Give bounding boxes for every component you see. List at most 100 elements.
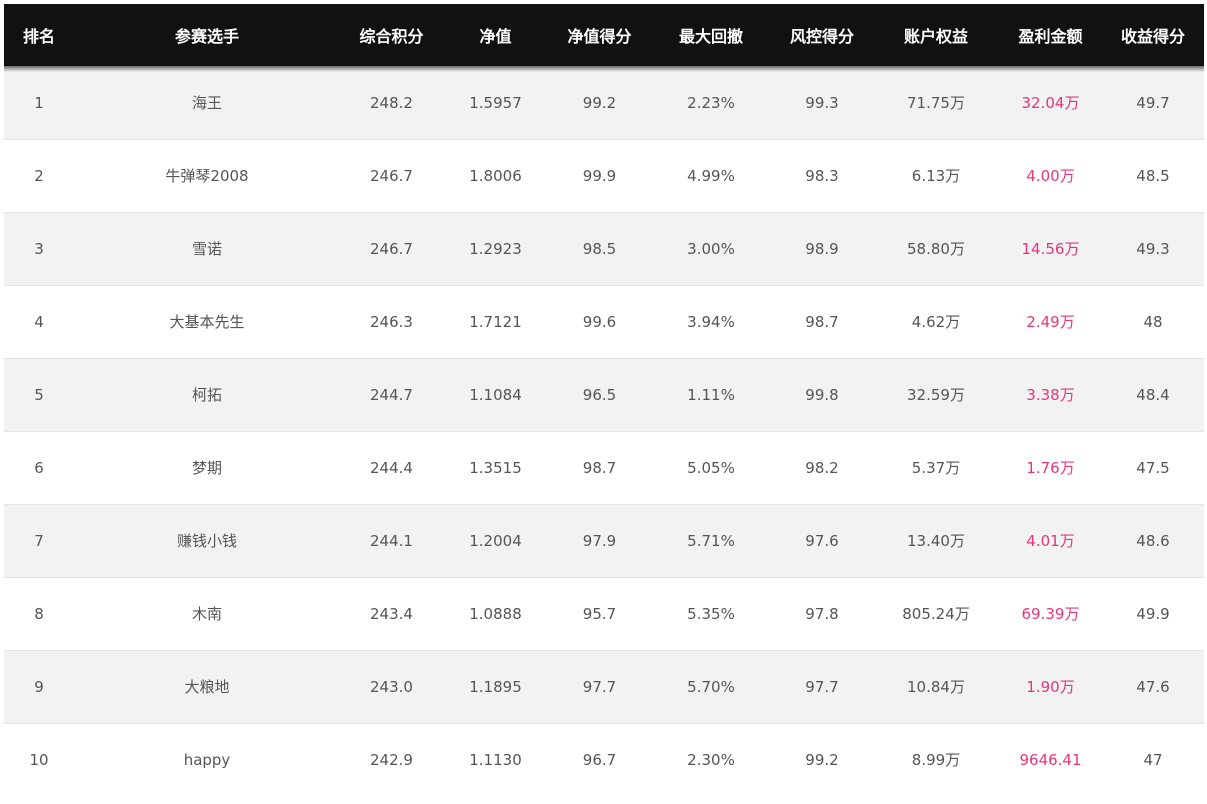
nav-score-cell: 95.7 [548,576,651,650]
table-row[interactable]: 6 梦期 244.4 1.3515 98.7 5.05% 98.2 5.37万 … [4,430,1204,504]
profit-cell: 3.38万 [999,357,1102,431]
max-drawdown-cell: 4.99% [651,138,771,212]
profit-cell: 9646.41 [999,722,1102,796]
profit-cell: 4.00万 [999,138,1102,212]
total-score-cell: 244.7 [340,357,443,431]
player-cell[interactable]: 木南 [74,576,340,650]
table-row[interactable]: 8 木南 243.4 1.0888 95.7 5.35% 97.8 805.24… [4,576,1204,650]
equity-cell: 32.59万 [873,357,999,431]
header-player[interactable]: 参赛选手 [174,26,239,46]
total-score-cell: 248.2 [340,65,443,139]
return-score-cell: 48.5 [1102,138,1204,212]
nav-score-cell: 98.5 [548,211,651,285]
player-cell[interactable]: 赚钱小钱 [74,503,340,577]
nav-cell: 1.0888 [443,576,548,650]
table-row[interactable]: 1 海王 248.2 1.5957 99.2 2.23% 99.3 71.75万… [4,65,1204,139]
profit-cell: 4.01万 [999,503,1102,577]
equity-cell: 13.40万 [873,503,999,577]
header-account-equity[interactable]: 账户权益 [903,26,968,46]
nav-score-cell: 96.7 [548,722,651,796]
risk-score-cell: 97.6 [771,503,873,577]
header-max-drawdown[interactable]: 最大回撤 [678,26,743,46]
rank-cell: 7 [4,503,74,577]
nav-score-cell: 97.7 [548,649,651,723]
header-nav[interactable]: 净值 [479,26,512,46]
header-nav-score[interactable]: 净值得分 [567,26,632,46]
total-score-cell: 246.7 [340,211,443,285]
max-drawdown-cell: 5.70% [651,649,771,723]
table-row[interactable]: 10 happy 242.9 1.1130 96.7 2.30% 99.2 8.… [4,722,1204,796]
equity-cell: 8.99万 [873,722,999,796]
nav-cell: 1.7121 [443,284,548,358]
profit-cell: 2.49万 [999,284,1102,358]
profit-cell: 32.04万 [999,65,1102,139]
max-drawdown-cell: 3.94% [651,284,771,358]
header-risk-score[interactable]: 风控得分 [789,26,854,46]
return-score-cell: 49.3 [1102,211,1204,285]
rank-cell: 2 [4,138,74,212]
max-drawdown-cell: 5.71% [651,503,771,577]
rank-cell: 3 [4,211,74,285]
player-cell[interactable]: 大基本先生 [74,284,340,358]
total-score-cell: 243.0 [340,649,443,723]
max-drawdown-cell: 5.35% [651,576,771,650]
profit-cell: 69.39万 [999,576,1102,650]
ranking-table: 排名 参赛选手 综合积分 净值 净值得分 最大回撤 风控得分 账户权益 盈利金额… [4,4,1204,796]
total-score-cell: 243.4 [340,576,443,650]
rank-cell: 1 [4,65,74,139]
player-cell[interactable]: 雪诺 [74,211,340,285]
total-score-cell: 244.1 [340,503,443,577]
rank-cell: 4 [4,284,74,358]
rank-cell: 5 [4,357,74,431]
ranking-table-container: 排名 参赛选手 综合积分 净值 净值得分 最大回撤 风控得分 账户权益 盈利金额… [4,4,1204,800]
risk-score-cell: 99.3 [771,65,873,139]
total-score-cell: 242.9 [340,722,443,796]
max-drawdown-cell: 5.05% [651,430,771,504]
player-cell[interactable]: 柯拓 [74,357,340,431]
nav-cell: 1.2004 [443,503,548,577]
return-score-cell: 47 [1102,722,1204,796]
return-score-cell: 47.6 [1102,649,1204,723]
nav-score-cell: 99.6 [548,284,651,358]
nav-score-cell: 97.9 [548,503,651,577]
nav-cell: 1.1084 [443,357,548,431]
table-row[interactable]: 3 雪诺 246.7 1.2923 98.5 3.00% 98.9 58.80万… [4,211,1204,285]
nav-cell: 1.3515 [443,430,548,504]
nav-cell: 1.5957 [443,65,548,139]
header-total-score[interactable]: 综合积分 [359,26,424,46]
nav-score-cell: 99.9 [548,138,651,212]
nav-cell: 1.1895 [443,649,548,723]
return-score-cell: 49.9 [1102,576,1204,650]
table-row[interactable]: 7 赚钱小钱 244.1 1.2004 97.9 5.71% 97.6 13.4… [4,503,1204,577]
rank-cell: 9 [4,649,74,723]
risk-score-cell: 98.9 [771,211,873,285]
header-profit[interactable]: 盈利金额 [1018,26,1083,46]
profit-cell: 1.76万 [999,430,1102,504]
return-score-cell: 48.4 [1102,357,1204,431]
nav-score-cell: 98.7 [548,430,651,504]
rank-cell: 6 [4,430,74,504]
table-row[interactable]: 9 大粮地 243.0 1.1895 97.7 5.70% 97.7 10.84… [4,649,1204,723]
player-cell[interactable]: happy [74,722,340,796]
nav-score-cell: 96.5 [548,357,651,431]
table-row[interactable]: 4 大基本先生 246.3 1.7121 99.6 3.94% 98.7 4.6… [4,284,1204,358]
player-cell[interactable]: 大粮地 [74,649,340,723]
rank-cell: 8 [4,576,74,650]
return-score-cell: 48 [1102,284,1204,358]
header-rank[interactable]: 排名 [22,26,55,46]
total-score-cell: 246.3 [340,284,443,358]
max-drawdown-cell: 3.00% [651,211,771,285]
risk-score-cell: 98.2 [771,430,873,504]
profit-cell: 1.90万 [999,649,1102,723]
nav-cell: 1.2923 [443,211,548,285]
return-score-cell: 49.7 [1102,65,1204,139]
header-return-score[interactable]: 收益得分 [1120,26,1185,46]
player-cell[interactable]: 牛弹琴2008 [74,138,340,212]
equity-cell: 71.75万 [873,65,999,139]
max-drawdown-cell: 2.23% [651,65,771,139]
table-row[interactable]: 5 柯拓 244.7 1.1084 96.5 1.11% 99.8 32.59万… [4,357,1204,431]
return-score-cell: 47.5 [1102,430,1204,504]
table-row[interactable]: 2 牛弹琴2008 246.7 1.8006 99.9 4.99% 98.3 6… [4,138,1204,212]
player-cell[interactable]: 梦期 [74,430,340,504]
player-cell[interactable]: 海王 [74,65,340,139]
